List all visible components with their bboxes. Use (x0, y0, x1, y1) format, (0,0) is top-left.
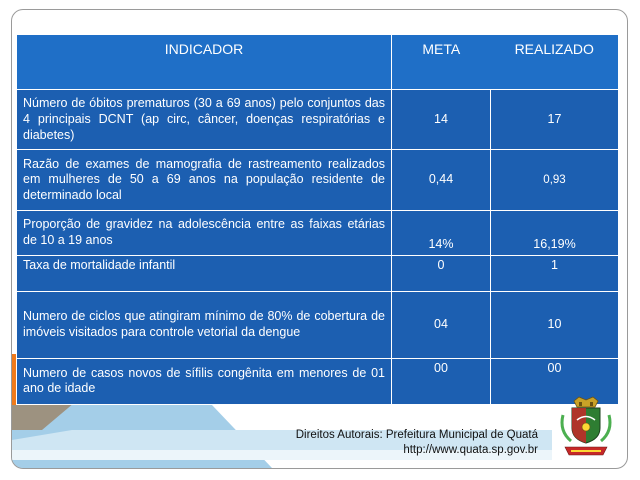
row-indicator: Taxa de mortalidade infantil (16, 255, 392, 293)
row-meta: 0,44 (391, 149, 491, 211)
crest-icon (560, 396, 612, 456)
header-realizado: REALIZADO (490, 34, 619, 90)
row-indicator: Numero de casos novos de sífilis congêni… (16, 357, 392, 406)
row-indicator: Numero de ciclos que atingiram mínimo de… (16, 291, 392, 359)
table-row: Taxa de mortalidade infantil 0 1 (16, 255, 619, 293)
row-realizado: 10 (490, 291, 619, 359)
table-header-row: INDICADOR META REALIZADO (16, 34, 619, 90)
indicator-table: INDICADOR META REALIZADO Número de óbito… (16, 34, 619, 406)
row-meta: 14 (391, 88, 491, 151)
row-meta: 14% (391, 209, 491, 257)
row-meta: 00 (391, 357, 491, 406)
row-indicator: Número de óbitos prematuros (30 a 69 ano… (16, 88, 392, 151)
copyright-line: Direitos Autorais: Prefeitura Municipal … (295, 429, 538, 441)
header-indicador: INDICADOR (16, 34, 392, 90)
row-indicator: Proporção de gravidez na adolescência en… (16, 209, 392, 257)
indicator-table-container: INDICADOR META REALIZADO Número de óbito… (16, 34, 619, 406)
row-realizado: 1 (490, 255, 619, 293)
row-meta: 04 (391, 291, 491, 359)
website-url: http://www.quata.sp.gov.br (403, 444, 538, 456)
row-meta: 0 (391, 255, 491, 293)
table-row: Número de óbitos prematuros (30 a 69 ano… (16, 88, 619, 151)
header-meta: META (391, 34, 491, 90)
table-row: Numero de ciclos que atingiram mínimo de… (16, 291, 619, 359)
row-realizado: 00 (490, 357, 619, 406)
row-indicator: Razão de exames de mamografia de rastrea… (16, 149, 392, 211)
row-realizado: 16,19% (490, 209, 619, 257)
table-row: Numero de casos novos de sífilis congêni… (16, 357, 619, 406)
table-row: Proporção de gravidez na adolescência en… (16, 209, 619, 257)
row-realizado: 17 (490, 88, 619, 151)
table-row: Razão de exames de mamografia de rastrea… (16, 149, 619, 211)
row-realizado: 0,93 (490, 149, 619, 211)
copyright-footer: Direitos Autorais: Prefeitura Municipal … (296, 428, 538, 458)
